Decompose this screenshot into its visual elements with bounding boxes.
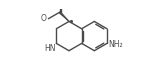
Text: HN: HN	[44, 44, 56, 53]
Text: NH₂: NH₂	[108, 40, 123, 49]
Polygon shape	[59, 11, 69, 21]
Text: O: O	[41, 14, 47, 23]
